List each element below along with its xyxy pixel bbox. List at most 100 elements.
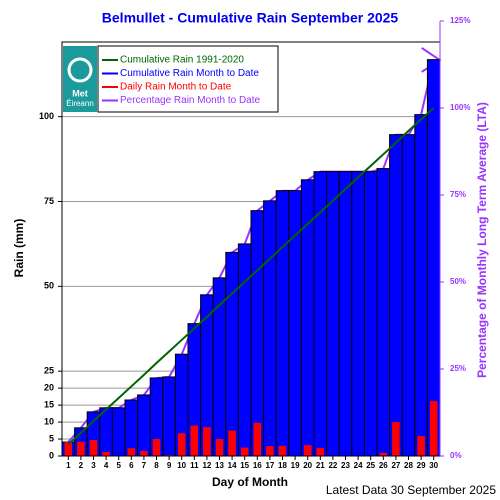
x-tick-label: 2 bbox=[79, 461, 84, 470]
daily-bar bbox=[392, 422, 400, 456]
daily-bar bbox=[177, 433, 186, 456]
daily-bar bbox=[165, 454, 173, 456]
bar bbox=[250, 210, 265, 457]
bar bbox=[414, 114, 428, 457]
y2-tick-label: 125% bbox=[450, 16, 470, 25]
y2-tick-label: 50% bbox=[450, 277, 466, 286]
y-tick-label: 25 bbox=[44, 366, 54, 376]
x-tick-label: 16 bbox=[253, 461, 262, 470]
bar bbox=[111, 407, 126, 457]
x-tick-label: 18 bbox=[278, 461, 287, 470]
bar bbox=[99, 407, 113, 457]
bar bbox=[275, 190, 290, 457]
daily-bar bbox=[278, 445, 287, 456]
x-tick-label: 4 bbox=[104, 461, 109, 470]
daily-bar bbox=[266, 446, 274, 456]
daily-bar bbox=[64, 442, 73, 456]
chart-title: Belmullet - Cumulative Rain September 20… bbox=[102, 10, 399, 26]
y-tick-label: 75 bbox=[44, 196, 54, 206]
daily-bar bbox=[215, 439, 224, 456]
x-tick-label: 27 bbox=[391, 461, 400, 470]
x-tick-label: 23 bbox=[341, 461, 350, 470]
bar bbox=[351, 171, 365, 457]
daily-bar bbox=[303, 445, 312, 456]
x-tick-label: 8 bbox=[154, 461, 159, 470]
x-tick-label: 6 bbox=[129, 461, 134, 470]
x-tick-label: 28 bbox=[404, 461, 413, 470]
y-tick-label: 15 bbox=[44, 399, 54, 409]
daily-bar bbox=[253, 422, 262, 456]
x-tick-label: 3 bbox=[91, 461, 96, 470]
y-axis-label: Rain (mm) bbox=[12, 219, 26, 278]
y-tick-label: 0 bbox=[49, 450, 54, 460]
legend-box bbox=[97, 45, 279, 113]
bar bbox=[313, 171, 328, 457]
legend-label: Cumulative Rain Month to Date bbox=[120, 68, 259, 79]
x-tick-label: 15 bbox=[240, 461, 249, 470]
x-tick-label: 25 bbox=[366, 461, 375, 470]
x-tick-label: 26 bbox=[379, 461, 388, 470]
daily-bar bbox=[89, 440, 98, 456]
y-tick-label: 5 bbox=[49, 433, 54, 443]
x-tick-label: 9 bbox=[167, 461, 172, 470]
daily-bar bbox=[190, 425, 199, 456]
x-tick-label: 20 bbox=[303, 461, 312, 470]
bar bbox=[401, 134, 416, 457]
x-tick-label: 13 bbox=[215, 461, 224, 470]
daily-bar bbox=[152, 439, 161, 456]
x-tick-label: 30 bbox=[429, 461, 438, 470]
x-tick-label: 22 bbox=[328, 461, 337, 470]
y-tick-label: 100 bbox=[39, 111, 54, 121]
y2-axis-label: Percentage of Monthly Long Term Average … bbox=[475, 102, 489, 378]
x-tick-label: 19 bbox=[291, 461, 300, 470]
x-tick-label: 21 bbox=[316, 461, 325, 470]
bar bbox=[363, 171, 378, 457]
bar bbox=[225, 251, 239, 457]
legend-label: Percentage Rain Month to Date bbox=[120, 95, 261, 106]
x-tick-label: 14 bbox=[228, 461, 237, 470]
x-tick-label: 10 bbox=[177, 461, 186, 470]
y2-tick-label: 25% bbox=[450, 364, 466, 373]
footnote: Latest Data 30 September 2025 bbox=[326, 483, 496, 497]
daily-bar bbox=[228, 430, 236, 456]
x-tick-label: 17 bbox=[265, 461, 274, 470]
y2-tick-label: 0% bbox=[450, 451, 462, 460]
daily-bar bbox=[203, 427, 211, 456]
legend-label: Daily Rain Month to Date bbox=[120, 82, 232, 93]
bar bbox=[137, 394, 151, 457]
y-tick-label: 20 bbox=[44, 383, 54, 393]
legend-label: Cumulative Rain 1991-2020 bbox=[120, 55, 244, 66]
daily-bar bbox=[240, 447, 249, 456]
bar bbox=[263, 200, 277, 457]
x-axis-label: Day of Month bbox=[212, 475, 288, 489]
bar bbox=[124, 399, 139, 457]
daily-bar bbox=[127, 448, 136, 456]
daily-bar bbox=[102, 451, 110, 456]
x-tick-label: 29 bbox=[417, 461, 426, 470]
x-tick-label: 1 bbox=[66, 461, 71, 470]
y-tick-label: 10 bbox=[44, 416, 54, 426]
bar bbox=[237, 243, 252, 457]
daily-bar bbox=[140, 450, 148, 456]
daily-bar bbox=[316, 447, 325, 456]
bar bbox=[326, 171, 340, 457]
logo-text: Éireann bbox=[66, 99, 94, 108]
bar bbox=[300, 179, 315, 457]
x-tick-label: 5 bbox=[116, 461, 121, 470]
daily-bar bbox=[379, 452, 388, 456]
daily-bar bbox=[429, 401, 438, 456]
y-tick-label: 50 bbox=[44, 281, 54, 291]
x-tick-label: 12 bbox=[202, 461, 211, 470]
daily-bar bbox=[417, 435, 425, 456]
daily-bar bbox=[77, 441, 85, 456]
y2-tick-label: 75% bbox=[450, 190, 466, 199]
x-tick-label: 7 bbox=[142, 461, 147, 470]
logo bbox=[63, 46, 97, 112]
bar bbox=[426, 59, 441, 457]
series-line bbox=[67, 107, 435, 446]
x-tick-label: 24 bbox=[354, 461, 363, 470]
bar bbox=[376, 168, 391, 457]
x-tick-label: 11 bbox=[190, 461, 199, 470]
bar bbox=[162, 376, 176, 457]
